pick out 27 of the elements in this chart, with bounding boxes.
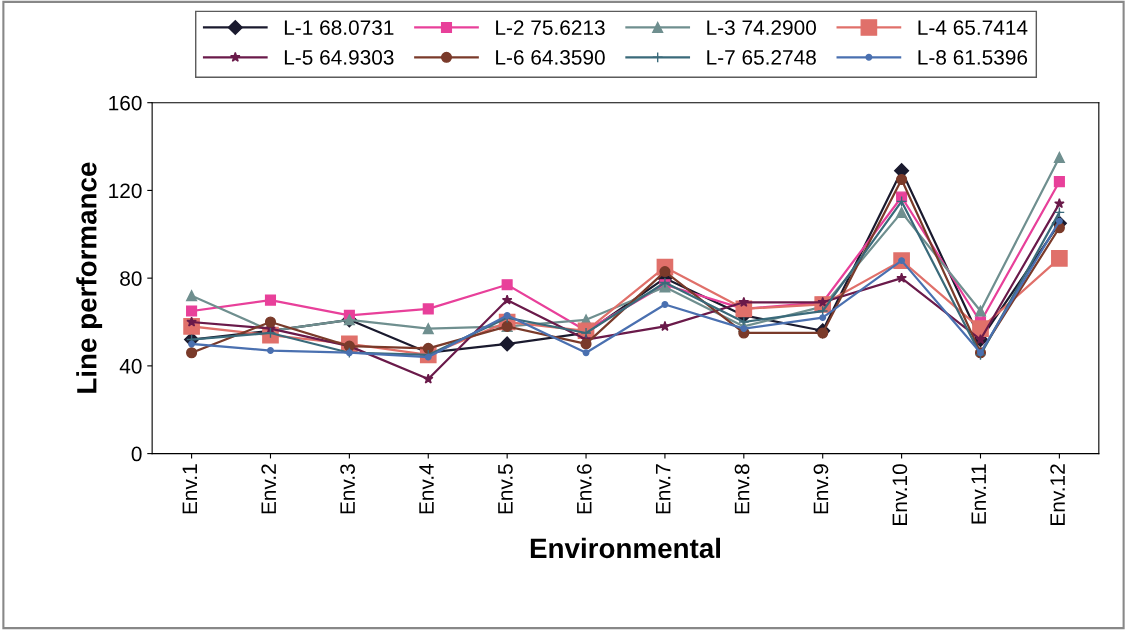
y-axis-title: Line performance [76, 162, 103, 393]
legend-label: L-1 68.0731 [284, 20, 394, 35]
x-tick-label: Env.1 [182, 464, 197, 514]
y-tick-label: 120 [109, 183, 142, 199]
x-tick-label: Env.9 [813, 464, 829, 514]
x-tick-label: Env.6 [576, 464, 592, 514]
legend-label: L-3 74.2900 [707, 20, 816, 35]
x-tick-label: Env.4 [419, 463, 434, 514]
x-tick-label: Env.5 [498, 464, 513, 514]
legend-label: L-5 64.9303 [284, 50, 394, 65]
y-tick-label: 160 [109, 95, 142, 111]
legend-label: L-2 75.6213 [496, 20, 605, 35]
legend-label: L-8 61.5396 [918, 50, 1028, 65]
x-axis-title: Environmental [530, 537, 720, 559]
legend-label: L-4 65.7414 [918, 20, 1028, 35]
x-tick-label: Env.3 [340, 464, 355, 514]
x-tick-label: Env.10 [892, 464, 908, 525]
x-tick-label: Env.12 [1050, 464, 1065, 525]
legend-label: L-7 65.2748 [707, 50, 816, 65]
x-tick-label: Env.2 [261, 464, 276, 514]
y-tick-label: 40 [119, 358, 142, 374]
x-tick-label: Env.7 [655, 464, 671, 514]
x-tick-label: Env.8 [734, 464, 750, 514]
x-tick-label: Env.11 [971, 464, 986, 524]
legend-label: L-6 64.3590 [496, 50, 605, 65]
y-tick-label: 80 [120, 271, 142, 286]
y-tick-label: 0 [131, 446, 142, 462]
